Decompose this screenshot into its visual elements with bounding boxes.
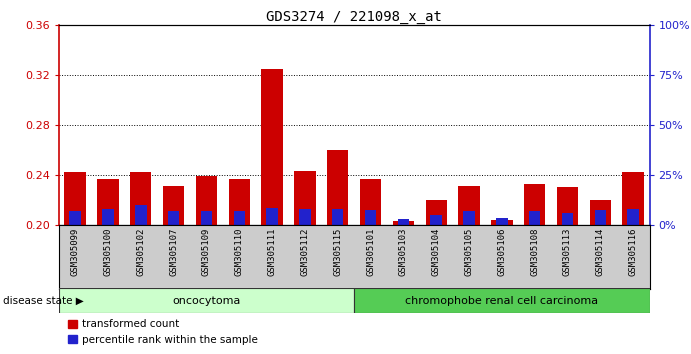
Bar (458, 186, 480, 225)
Bar (163, 186, 184, 225)
Text: GSM305107: GSM305107 (169, 228, 178, 276)
Bar (463, 211, 475, 225)
Text: GSM305110: GSM305110 (235, 228, 244, 276)
Bar (234, 211, 245, 225)
Bar (562, 213, 574, 225)
Text: chromophobe renal cell carcinoma: chromophobe renal cell carcinoma (406, 296, 598, 306)
Bar (430, 215, 442, 225)
Bar (229, 178, 250, 225)
Text: GSM305111: GSM305111 (267, 228, 276, 276)
Bar (557, 187, 578, 225)
Bar (200, 211, 212, 225)
Text: GSM305100: GSM305100 (104, 228, 113, 276)
Text: GSM305109: GSM305109 (202, 228, 211, 276)
Bar (168, 211, 180, 225)
Bar (332, 209, 343, 225)
FancyBboxPatch shape (59, 288, 354, 313)
Bar (69, 211, 81, 225)
Text: oncocytoma: oncocytoma (172, 296, 240, 306)
Bar (135, 205, 146, 225)
Text: GSM305105: GSM305105 (464, 228, 473, 276)
Bar (266, 208, 278, 225)
Text: GSM305112: GSM305112 (301, 228, 310, 276)
Text: GSM305115: GSM305115 (333, 228, 342, 276)
Text: GSM305099: GSM305099 (70, 228, 79, 276)
Text: GSM305102: GSM305102 (136, 228, 145, 276)
Bar (589, 200, 611, 225)
Bar (360, 178, 381, 225)
Bar (496, 218, 508, 225)
Text: GSM305108: GSM305108 (530, 228, 539, 276)
Bar (491, 220, 513, 225)
Bar (64, 172, 86, 225)
Title: GDS3274 / 221098_x_at: GDS3274 / 221098_x_at (266, 10, 442, 24)
Text: GSM305106: GSM305106 (498, 228, 507, 276)
Bar (97, 178, 119, 225)
Text: disease state ▶: disease state ▶ (3, 296, 84, 306)
Bar (365, 210, 377, 225)
Bar (627, 209, 639, 225)
Text: GSM305103: GSM305103 (399, 228, 408, 276)
Bar (299, 209, 311, 225)
Bar (623, 172, 644, 225)
Bar (196, 176, 217, 225)
Bar (524, 183, 545, 225)
Text: GSM305114: GSM305114 (596, 228, 605, 276)
FancyBboxPatch shape (354, 288, 650, 313)
Bar (327, 150, 348, 225)
Bar (294, 171, 316, 225)
Bar (130, 172, 151, 225)
Bar (594, 210, 606, 225)
Bar (392, 221, 414, 225)
Bar (261, 69, 283, 225)
Bar (529, 211, 540, 225)
Text: GSM305113: GSM305113 (563, 228, 572, 276)
Text: GSM305116: GSM305116 (629, 228, 638, 276)
Bar (397, 219, 409, 225)
Legend: transformed count, percentile rank within the sample: transformed count, percentile rank withi… (64, 315, 262, 349)
Bar (102, 209, 114, 225)
Bar (426, 200, 447, 225)
Text: GSM305101: GSM305101 (366, 228, 375, 276)
Text: GSM305104: GSM305104 (432, 228, 441, 276)
